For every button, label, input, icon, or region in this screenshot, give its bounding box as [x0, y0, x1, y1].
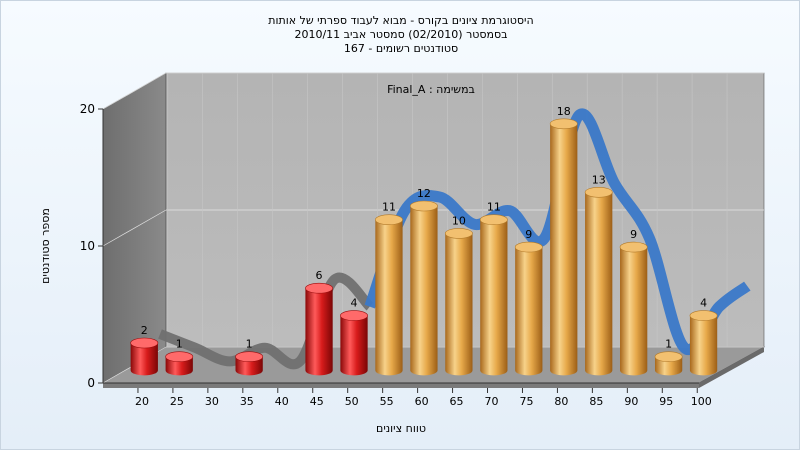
bar-top	[514, 241, 543, 253]
chart-title-line-1: היסטוגרמת ציונים בקורס - מבוא לעבוד ספרת…	[268, 14, 533, 27]
bar-top	[444, 228, 473, 239]
bar-value-label: 1	[176, 338, 183, 351]
bar-body	[235, 356, 263, 376]
bar-25	[165, 351, 194, 376]
chart-annotation: Final_A : במשימה	[387, 83, 475, 96]
bar-value-label: 10	[452, 214, 466, 227]
x-tick-label: 85	[589, 395, 603, 408]
bar-value-label: 13	[592, 173, 606, 186]
curve-segment-low	[158, 272, 374, 370]
bar-value-label: 1	[665, 338, 672, 351]
bar-top	[654, 351, 683, 363]
bar-value-label: 12	[417, 187, 431, 200]
bar-top	[165, 351, 194, 363]
x-tick-label: 45	[310, 395, 324, 408]
bar-top	[549, 118, 578, 130]
bar-65	[444, 228, 473, 376]
bar-75	[514, 241, 543, 376]
chart-floor-right-edge	[699, 347, 764, 388]
x-tick-label: 80	[554, 395, 568, 408]
y-tick-label: 20	[80, 102, 95, 116]
bar-top	[689, 310, 718, 321]
bar-body	[620, 247, 648, 376]
bar-body	[130, 343, 158, 376]
y-tick-label: 10	[80, 239, 95, 253]
bar-value-label: 4	[351, 297, 358, 310]
x-tick-label: 25	[170, 395, 184, 408]
bar-55	[375, 214, 403, 376]
x-tick-label: 95	[659, 395, 673, 408]
bar-body	[550, 123, 578, 376]
bar-60	[409, 200, 438, 376]
bar-value-label: 9	[630, 228, 637, 241]
bar-body	[340, 315, 368, 376]
bar-body	[410, 206, 438, 376]
x-tick-label: 30	[205, 395, 219, 408]
bar-50	[340, 310, 368, 376]
bar-value-label: 2	[141, 324, 148, 337]
x-tick-labels: 20 25 30 35 40 45 50 55 60 65 70 75 80 85 90 95 100	[135, 388, 712, 408]
bar-top	[409, 200, 438, 212]
gridline-side	[102, 209, 167, 247]
bar-85	[584, 187, 613, 376]
x-tick-label: 60	[415, 395, 429, 408]
bar-35	[235, 351, 264, 376]
y-tick-label: 0	[87, 376, 95, 390]
x-tick-label: 50	[345, 395, 359, 408]
bar-value-label: 1	[246, 338, 253, 351]
chart-floor-front-edge	[103, 383, 699, 388]
bar-top	[619, 241, 648, 253]
bar-95	[654, 351, 683, 376]
x-tick-label: 20	[135, 395, 149, 408]
bar-90	[619, 241, 648, 376]
bar-45	[305, 282, 333, 376]
bar-top	[305, 282, 333, 294]
bar-body	[515, 247, 543, 376]
bar-value-label: 6	[316, 269, 323, 282]
bar-80	[549, 118, 578, 376]
bar-body	[585, 192, 613, 376]
bar-top	[479, 214, 508, 225]
bar-body	[689, 315, 718, 376]
bar-body	[445, 233, 473, 376]
x-tick-label: 55	[380, 395, 394, 408]
chart-title-line-3: סטודנטים רשומים - 167	[344, 42, 458, 55]
bar-body	[480, 219, 508, 376]
x-tick-label: 75	[519, 395, 533, 408]
bar-top	[130, 337, 159, 349]
x-tick-label: 100	[691, 395, 712, 408]
bar-20	[130, 337, 159, 376]
bar-body	[654, 356, 683, 376]
bar-70	[479, 214, 508, 376]
bar-top	[584, 187, 613, 198]
bar-body	[375, 219, 403, 376]
x-tick-label: 90	[624, 395, 638, 408]
x-tick-label: 40	[275, 395, 289, 408]
bar-body	[305, 288, 333, 376]
x-tick-label: 35	[240, 395, 254, 408]
x-axis-title: טווח ציונים	[376, 422, 426, 435]
chart-bars	[130, 118, 718, 376]
chart-title-line-2: בסמסטר (02/2010) סמסטר אביב 2010/11	[294, 28, 507, 41]
bar-100	[689, 310, 718, 376]
y-tick-labels: 0 10 20	[80, 102, 103, 390]
bar-value-label: 11	[487, 201, 501, 214]
bar-value-label: 9	[525, 228, 532, 241]
bar-body	[165, 356, 193, 376]
gridline-side	[102, 72, 167, 110]
bar-value-label: 4	[700, 297, 707, 310]
bar-top	[235, 351, 264, 363]
x-tick-label: 70	[485, 395, 499, 408]
y-axis-title: מספר סטודנטים	[39, 208, 52, 284]
bar-value-label: 18	[557, 105, 571, 118]
x-tick-label: 65	[450, 395, 464, 408]
bar-top	[340, 310, 368, 321]
bar-top	[375, 214, 403, 225]
bar-value-label: 11	[382, 201, 396, 214]
